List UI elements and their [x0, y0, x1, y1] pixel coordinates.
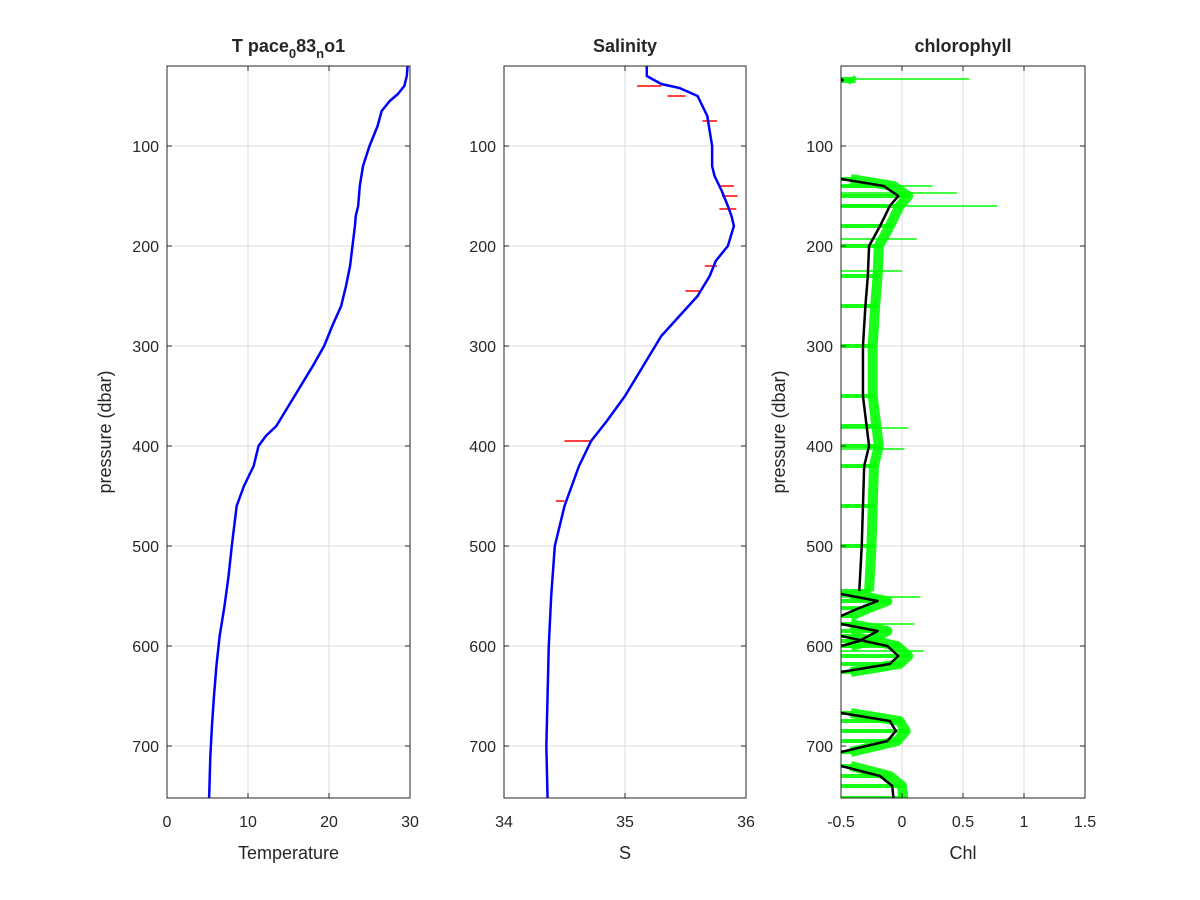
x-tick-label: 30	[401, 814, 419, 831]
y-tick-label: 600	[469, 639, 496, 656]
temperature-y-axis-label: pressure (dbar)	[95, 370, 115, 493]
chlorophyll-y-axis-label: pressure (dbar)	[769, 370, 789, 493]
chlorophyll-marks	[841, 75, 998, 798]
x-tick-label: 1	[1020, 814, 1029, 831]
y-tick-label: 500	[132, 539, 159, 556]
salinity-marks	[545, 66, 738, 798]
chl-spread-band	[849, 708, 911, 757]
y-tick-label: 300	[132, 339, 159, 356]
chl-spread-band	[849, 631, 914, 677]
temperature-axes-frame	[166, 65, 411, 799]
x-tick-label: 0	[898, 814, 907, 831]
y-tick-label: 100	[469, 139, 496, 156]
y-tick-label: 700	[806, 739, 833, 756]
x-tick-label: 0.5	[952, 814, 974, 831]
profile-line	[545, 66, 736, 798]
x-tick-label: 35	[616, 814, 634, 831]
salinity-panel: 34 35 36 100 200 300 400 500 600 700 Salinity S	[469, 36, 755, 863]
y-tick-label: 100	[132, 139, 159, 156]
chl-mean-line	[841, 711, 898, 754]
chl-spread-band	[849, 761, 909, 798]
chlorophyll-ticks: -0.5 0 0.5 1 1.5 100 200 300 400 500 600 700	[806, 66, 1096, 831]
x-tick-label: 0	[163, 814, 172, 831]
y-tick-label: 100	[806, 139, 833, 156]
profile-line	[207, 66, 409, 798]
temperature-x-axis-label: Temperature	[238, 843, 339, 863]
chl-mean-line	[841, 764, 895, 798]
temperature-marks	[207, 66, 409, 798]
x-tick-label: -0.5	[827, 814, 855, 831]
chl-mean-line	[841, 592, 879, 618]
salinity-title: Salinity	[593, 36, 657, 56]
temperature-panel: 0 10 20 30 100 200 300 400 500 600 700 T pace083no…	[95, 36, 419, 863]
y-tick-label: 500	[469, 539, 496, 556]
temperature-title: T pace083no1	[232, 36, 345, 61]
y-tick-label: 300	[469, 339, 496, 356]
x-tick-label: 10	[239, 814, 257, 831]
x-tick-label: 36	[737, 814, 755, 831]
chl-mean-line	[841, 177, 900, 592]
y-tick-label: 600	[132, 639, 159, 656]
chlorophyll-x-axis-label: Chl	[949, 843, 976, 863]
chl-spread-band	[849, 619, 893, 651]
chl-mean-line	[841, 634, 900, 674]
x-tick-label: 1.5	[1074, 814, 1096, 831]
chlorophyll-title: chlorophyll	[914, 36, 1011, 56]
y-tick-label: 500	[806, 539, 833, 556]
salinity-x-axis-label: S	[619, 843, 631, 863]
y-tick-label: 200	[469, 239, 496, 256]
y-tick-label: 200	[806, 239, 833, 256]
temperature-ticks: 0 10 20 30 100 200 300 400 500 600 700	[132, 66, 419, 831]
temperature-grid	[167, 66, 410, 798]
y-tick-label: 600	[806, 639, 833, 656]
x-tick-label: 34	[495, 814, 513, 831]
y-tick-label: 300	[806, 339, 833, 356]
salinity-ticks: 34 35 36 100 200 300 400 500 600 700	[469, 66, 755, 831]
temperature-plot-area	[167, 66, 410, 798]
chl-mean-line	[841, 622, 879, 648]
y-tick-label: 200	[132, 239, 159, 256]
y-tick-label: 700	[469, 739, 496, 756]
y-tick-label: 400	[132, 439, 159, 456]
chlorophyll-panel: -0.5 0 0.5 1 1.5 100 200 300 400 500 600 700 chloro…	[769, 36, 1096, 863]
chl-spread-band	[849, 174, 914, 592]
x-tick-label: 20	[320, 814, 338, 831]
y-tick-label: 700	[132, 739, 159, 756]
salinity-grid	[504, 66, 746, 798]
y-tick-label: 400	[806, 439, 833, 456]
y-tick-label: 400	[469, 439, 496, 456]
